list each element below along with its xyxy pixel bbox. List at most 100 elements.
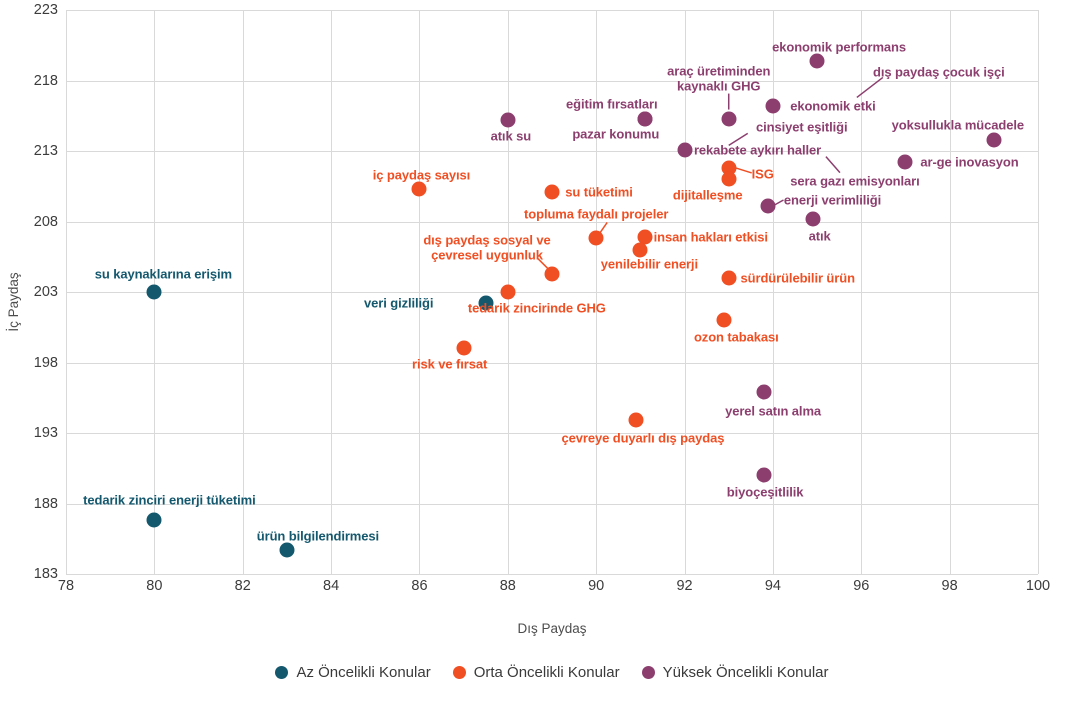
y-tick-label: 223: [33, 2, 58, 18]
label-leader-line: [735, 167, 752, 174]
data-point-label: ekonomik performans: [772, 39, 907, 55]
data-point-label: atık: [808, 228, 831, 244]
data-point[interactable]: [760, 198, 776, 214]
data-point[interactable]: [986, 132, 1002, 148]
data-point[interactable]: [756, 384, 772, 400]
data-point[interactable]: [805, 211, 821, 227]
legend-item-yuksek-oncelikli[interactable]: Yüksek Öncelikli Konular: [641, 664, 829, 681]
data-point[interactable]: [637, 229, 653, 245]
data-point[interactable]: [279, 542, 295, 558]
data-point-label: pazar konumu: [572, 125, 660, 141]
data-point[interactable]: [478, 295, 494, 311]
data-point[interactable]: [146, 284, 162, 300]
data-point[interactable]: [721, 160, 737, 176]
data-point-label: risk ve fırsat: [412, 356, 488, 372]
data-point-label: ozon tabakası: [693, 329, 779, 345]
x-tick-label: 94: [764, 578, 781, 594]
data-point[interactable]: [677, 142, 693, 158]
data-point-label: ekonomik etki: [790, 98, 876, 114]
legend-dot-yuksek-oncelikli: [641, 666, 655, 679]
data-point-label: veri gizliliği: [364, 295, 434, 311]
data-point-label: enerji verimliliği: [783, 192, 882, 208]
data-point-label: eğitim fırsatları: [566, 95, 658, 111]
data-point-label: sürdürülebilir ürün: [740, 270, 855, 286]
data-point-label: su tüketimi: [565, 184, 633, 200]
data-point-label: su kaynaklarına erişim: [94, 266, 232, 282]
data-point[interactable]: [716, 312, 732, 328]
gridline-vertical: [1038, 10, 1039, 574]
data-point-label: cinsiyet eşitliği: [755, 119, 848, 135]
data-point[interactable]: [721, 270, 737, 286]
y-tick-label: 213: [33, 143, 58, 159]
gridline-horizontal: [66, 292, 1038, 293]
data-point[interactable]: [500, 284, 516, 300]
x-tick-label: 82: [234, 578, 251, 594]
legend-item-orta-oncelikli[interactable]: Orta Öncelikli Konular: [452, 664, 620, 681]
data-point[interactable]: [897, 154, 913, 170]
legend: Az Öncelikli Konular Orta Öncelikli Konu…: [66, 664, 1038, 681]
data-point-label: yerel satın alma: [725, 403, 822, 419]
x-tick-label: 90: [588, 578, 605, 594]
gridline-horizontal: [66, 362, 1038, 364]
y-tick-label: 203: [33, 284, 58, 300]
label-leader-line: [825, 156, 841, 174]
data-point[interactable]: [756, 467, 772, 483]
data-point-label: rekabete aykırı haller: [693, 141, 822, 157]
data-point-label: topluma faydalı projeler: [524, 206, 669, 222]
x-tick-label: 96: [853, 578, 870, 594]
data-point-label: biyoçeşitlilik: [726, 484, 804, 500]
data-point-label: yoksullukla mücadele: [891, 117, 1025, 133]
x-tick-label: 84: [323, 578, 340, 594]
data-point-label: atık su: [490, 128, 532, 144]
data-point-label: ar-ge inovasyon: [920, 154, 1019, 170]
gridline-horizontal: [66, 10, 1038, 11]
x-tick-label: 88: [499, 578, 516, 594]
data-point[interactable]: [411, 181, 427, 197]
data-point[interactable]: [456, 340, 472, 356]
y-tick-label: 198: [33, 354, 58, 371]
data-point[interactable]: [809, 53, 825, 69]
data-point-label: yenilebilir enerji: [600, 256, 698, 272]
gridline-horizontal: [66, 433, 1038, 434]
x-tick-label: 78: [57, 578, 75, 594]
x-tick-label: 100: [1025, 578, 1051, 594]
data-point[interactable]: [637, 111, 653, 127]
y-tick-label: 218: [33, 72, 58, 89]
plot-area: su kaynaklarına erişim veri gizliliği teda…: [66, 10, 1039, 575]
data-point[interactable]: [628, 412, 644, 428]
data-point[interactable]: [588, 230, 604, 246]
data-point[interactable]: [632, 242, 648, 258]
y-tick-label: 188: [33, 495, 58, 512]
data-point[interactable]: [544, 184, 560, 200]
y-axis-title: İç Paydaş: [6, 272, 21, 332]
data-point[interactable]: [146, 512, 162, 528]
x-tick-label: 92: [676, 578, 693, 594]
data-point-label: iç paydaş sayısı: [372, 167, 471, 183]
data-point[interactable]: [544, 266, 560, 282]
data-point[interactable]: [721, 111, 737, 127]
x-tick-label: 98: [941, 578, 958, 594]
y-tick-label: 193: [33, 425, 58, 441]
data-point[interactable]: [765, 98, 781, 114]
data-point-label: tedarik zinciri enerji tüketimi: [83, 492, 256, 508]
legend-dot-az-oncelikli: [275, 666, 289, 679]
data-point[interactable]: [721, 171, 737, 187]
data-point-label: dış paydaş çocuk işçi: [873, 64, 1005, 80]
data-point-label: ürün bilgilendirmesi: [256, 528, 380, 544]
gridline-horizontal: [66, 574, 1038, 575]
gridline-horizontal: [66, 80, 1038, 82]
data-point-label: ISG: [751, 166, 774, 182]
data-point-label: dijitalleşme: [672, 187, 743, 203]
legend-item-az-oncelikli[interactable]: Az Öncelikli Konular: [275, 664, 431, 681]
legend-label: Orta Öncelikli Konular: [473, 664, 620, 681]
data-point-label: çevreye duyarlı dış paydaş: [561, 430, 725, 446]
gridline-horizontal: [66, 503, 1038, 505]
data-point-label: insan hakları etkisi: [653, 229, 768, 245]
gridline-horizontal: [66, 221, 1038, 223]
y-tick-label: 183: [33, 566, 58, 582]
legend-label: Yüksek Öncelikli Konular: [662, 664, 829, 681]
gridline-horizontal: [66, 151, 1038, 152]
data-point[interactable]: [500, 112, 516, 128]
data-point-label: dış paydaş sosyal ve çevresel uygunluk: [423, 232, 551, 263]
